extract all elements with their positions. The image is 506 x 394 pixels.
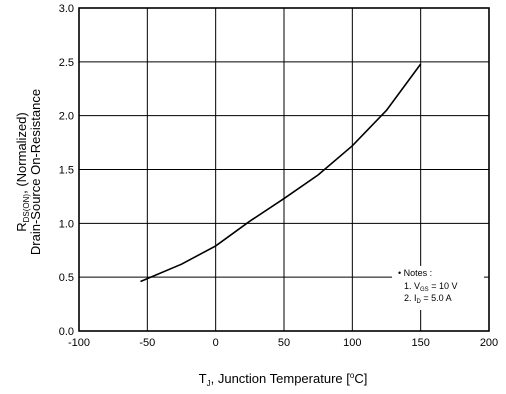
grid bbox=[79, 8, 489, 331]
series-line bbox=[140, 63, 422, 283]
y-tick-label: 3.0 bbox=[59, 3, 74, 15]
y-tick-label: 1.0 bbox=[59, 218, 74, 230]
notes-legend: • Notes : 1. VGS = 10 V 2. ID = 5.0 A bbox=[392, 266, 484, 310]
notes-line-1: 1. VGS = 10 V bbox=[404, 281, 457, 293]
x-tick-label: -50 bbox=[139, 337, 155, 349]
x-tick-label: 50 bbox=[278, 337, 290, 349]
y-tick-label: 2.0 bbox=[59, 111, 74, 123]
y-axis-title: RDS(ON), (Normalized) Drain-Source On-Re… bbox=[14, 89, 43, 255]
y-tick-label: 2.5 bbox=[59, 57, 74, 69]
y-axis-title-line-1: RDS(ON), (Normalized) bbox=[14, 112, 31, 231]
x-tick-label: 200 bbox=[480, 337, 498, 349]
y-tick-label: 1.5 bbox=[59, 165, 74, 177]
notes-background bbox=[392, 266, 484, 310]
x-tick-label: 150 bbox=[411, 337, 429, 349]
y-tick-label: 0.0 bbox=[59, 326, 74, 338]
tick-labels: -100 -50 0 50 100 150 200 0.0 0.5 1.0 1.5 2.0 2.5 3.0 bbox=[59, 3, 498, 349]
x-tick-label: 0 bbox=[213, 337, 219, 349]
notes-title: • Notes : bbox=[398, 268, 432, 278]
plot-frame bbox=[78, 7, 490, 332]
y-tick-label: 0.5 bbox=[59, 272, 74, 284]
x-tick-label: -100 bbox=[68, 337, 90, 349]
y-axis-title-line-2: Drain-Source On-Resistance bbox=[28, 89, 43, 255]
notes-line-2: 2. ID = 5.0 A bbox=[404, 293, 452, 305]
x-axis-title: TJ, Junction Temperature [oC] bbox=[199, 371, 368, 388]
x-tick-label: 100 bbox=[343, 337, 361, 349]
